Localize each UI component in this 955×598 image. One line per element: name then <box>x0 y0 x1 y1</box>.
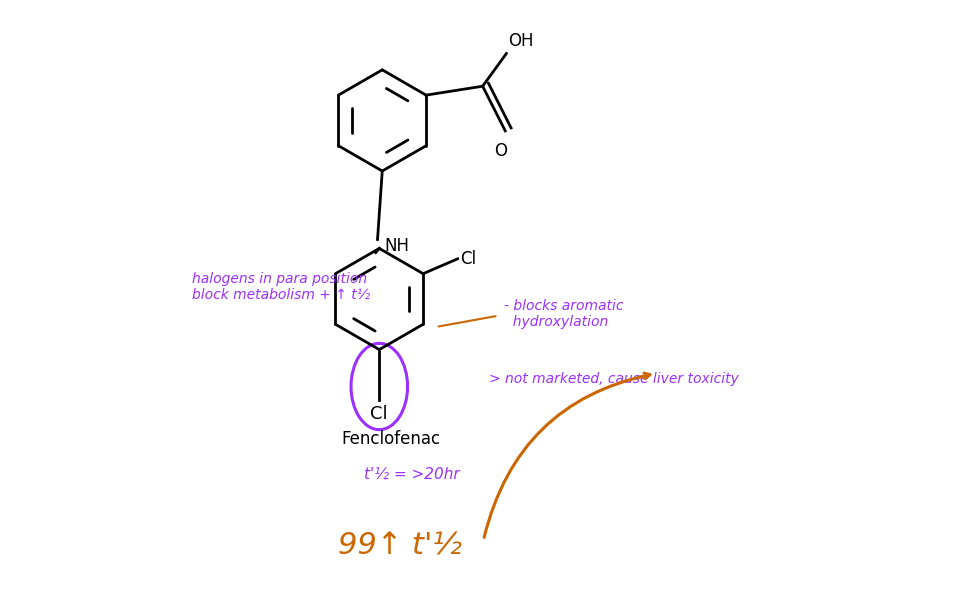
Text: 99↑ t'½: 99↑ t'½ <box>338 532 462 560</box>
Text: Cl: Cl <box>371 405 388 423</box>
Text: - blocks aromatic
  hydroxylation: - blocks aromatic hydroxylation <box>504 299 624 329</box>
Text: > not marketed, cause liver toxicity: > not marketed, cause liver toxicity <box>489 373 739 386</box>
Text: halogens in para position
block metabolism + ↑ t½: halogens in para position block metaboli… <box>192 272 370 302</box>
Text: NH: NH <box>385 236 410 255</box>
Text: O: O <box>494 142 507 160</box>
Text: OH: OH <box>508 32 534 50</box>
Text: Fenclofenac: Fenclofenac <box>342 430 441 448</box>
Text: Cl: Cl <box>460 250 477 268</box>
Text: t'½ = >20hr: t'½ = >20hr <box>364 467 460 482</box>
